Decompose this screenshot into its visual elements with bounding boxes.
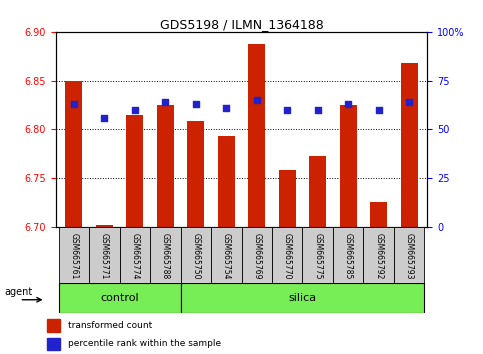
Point (131, 107, 139, 113)
Bar (66, 81, 82, 227)
Bar (120, 227, 150, 285)
Point (100, 115, 108, 120)
Text: agent: agent (4, 287, 33, 297)
Bar (181, 227, 211, 285)
Bar (248, 44, 265, 227)
Bar (394, 227, 425, 285)
Bar (340, 105, 356, 227)
Point (344, 101, 352, 107)
Bar (96, 225, 113, 227)
Bar (127, 115, 143, 227)
Point (192, 101, 199, 107)
Bar (218, 136, 235, 227)
Point (314, 107, 322, 113)
Point (70, 101, 78, 107)
Text: GSM665770: GSM665770 (283, 233, 292, 279)
Text: GSM665793: GSM665793 (405, 233, 413, 279)
Bar (157, 105, 174, 227)
Bar (272, 227, 302, 285)
Point (253, 97, 261, 103)
Text: control: control (100, 293, 139, 303)
Bar (211, 227, 242, 285)
Bar (47, 338, 60, 350)
Bar (333, 227, 363, 285)
Bar (150, 227, 181, 285)
Point (375, 107, 383, 113)
Bar (242, 227, 272, 285)
Bar (47, 319, 60, 332)
Text: GSM665750: GSM665750 (191, 233, 200, 279)
Bar (187, 121, 204, 227)
Text: silica: silica (288, 293, 316, 303)
Bar (401, 63, 417, 227)
Point (222, 105, 230, 110)
Point (405, 99, 413, 105)
Bar (89, 227, 120, 285)
Text: GSM665775: GSM665775 (313, 233, 322, 279)
Bar (181, 283, 425, 313)
Text: GSM665788: GSM665788 (161, 233, 170, 279)
Text: transformed count: transformed count (69, 321, 153, 330)
Bar (279, 170, 296, 227)
Bar (58, 227, 89, 285)
Point (161, 99, 169, 105)
Text: GSM665774: GSM665774 (130, 233, 139, 279)
Bar (370, 202, 387, 227)
Bar (58, 283, 181, 313)
Text: GSM665792: GSM665792 (374, 233, 383, 279)
Text: GSM665754: GSM665754 (222, 233, 231, 279)
Bar (309, 156, 326, 227)
Title: GDS5198 / ILMN_1364188: GDS5198 / ILMN_1364188 (159, 18, 324, 31)
Text: GSM665769: GSM665769 (252, 233, 261, 279)
Text: GSM665771: GSM665771 (100, 233, 109, 279)
Bar (302, 227, 333, 285)
Text: percentile rank within the sample: percentile rank within the sample (69, 339, 222, 348)
Point (284, 107, 291, 113)
Text: GSM665761: GSM665761 (70, 233, 78, 279)
Text: GSM665785: GSM665785 (344, 233, 353, 279)
Bar (363, 227, 394, 285)
